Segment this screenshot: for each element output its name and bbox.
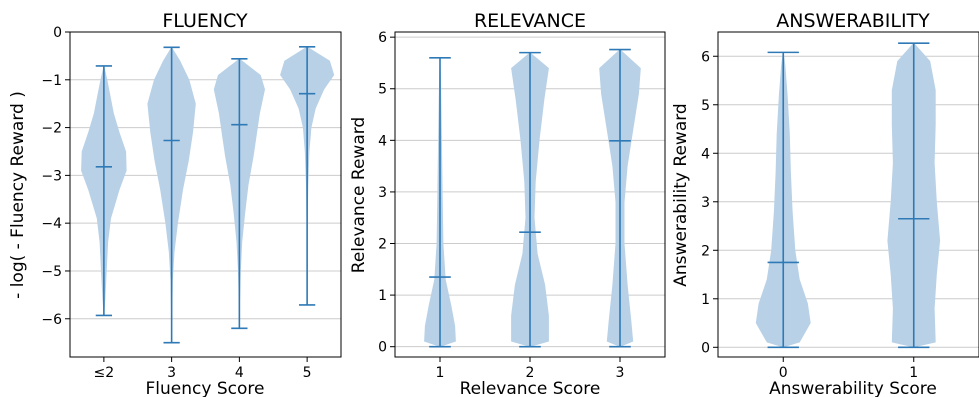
answerability-ytick-label: 3: [701, 195, 710, 211]
fluency-xtick-label: ≤2: [94, 365, 115, 381]
answerability-ytick-label: 4: [701, 146, 710, 162]
fluency-panel: 0 −1 −2 −3 −4 −5 −6 ≤2 3 4 5: [41, 25, 342, 381]
relevance-xtick-label: 2: [526, 365, 535, 381]
answerability-ylabel: Answerability Reward: [671, 103, 691, 286]
fluency-ylabel: - log( - Fluency Reward ): [8, 91, 28, 299]
fluency-ytick-label: −6: [41, 312, 62, 328]
answerability-xlabel: Answerability Score: [769, 379, 937, 397]
answerability-xtick-label: 1: [909, 365, 918, 381]
relevance-ytick-label: 2: [378, 237, 387, 253]
relevance-xlabel: Relevance Score: [460, 379, 601, 397]
fluency-xtick-label: 3: [167, 365, 176, 381]
relevance-panel: 0 1 2 3 4 5 6 1 2 3: [378, 30, 666, 381]
answerability-title: ANSWERABILITY: [776, 10, 930, 32]
answerability-panel: 0 1 2 3 4 5 6 0 1: [701, 31, 979, 381]
answerability-xtick-label: 0: [779, 365, 788, 381]
fluency-xtick-label: 4: [235, 365, 244, 381]
answerability-ytick-label: 5: [701, 98, 710, 114]
relevance-xtick-label: 1: [436, 365, 445, 381]
fluency-xtick-label: 5: [303, 365, 312, 381]
fluency-title: FLUENCY: [162, 10, 248, 32]
fluency-ytick-label: −3: [41, 168, 62, 184]
relevance-ytick-label: 1: [378, 288, 387, 304]
answerability-ytick-label: 6: [701, 49, 710, 65]
fluency-ytick-label: −2: [41, 121, 62, 137]
relevance-xtick-label: 3: [616, 365, 625, 381]
fluency-ytick-label: −4: [41, 216, 62, 232]
answerability-ytick-label: 0: [701, 340, 710, 356]
fluency-ytick-label: −5: [41, 264, 62, 280]
answerability-axes-frame: [717, 31, 979, 358]
answerability-ytick-label: 2: [701, 243, 710, 259]
fluency-xlabel: Fluency Score: [146, 379, 265, 397]
relevance-title: RELEVANCE: [474, 10, 586, 32]
fluency-ytick-label: 0: [53, 25, 62, 41]
fluency-ytick-label: −1: [41, 73, 62, 89]
relevance-ytick-label: 3: [378, 185, 387, 201]
relevance-ytick-label: 5: [378, 82, 387, 98]
relevance-ytick-label: 6: [378, 30, 387, 46]
relevance-ytick-label: 4: [378, 133, 387, 149]
relevance-ytick-label: 0: [378, 340, 387, 356]
answerability-ytick-label: 1: [701, 292, 710, 308]
relevance-ylabel: Relevance Reward: [349, 117, 369, 273]
fluency-axes-frame: [69, 31, 342, 358]
